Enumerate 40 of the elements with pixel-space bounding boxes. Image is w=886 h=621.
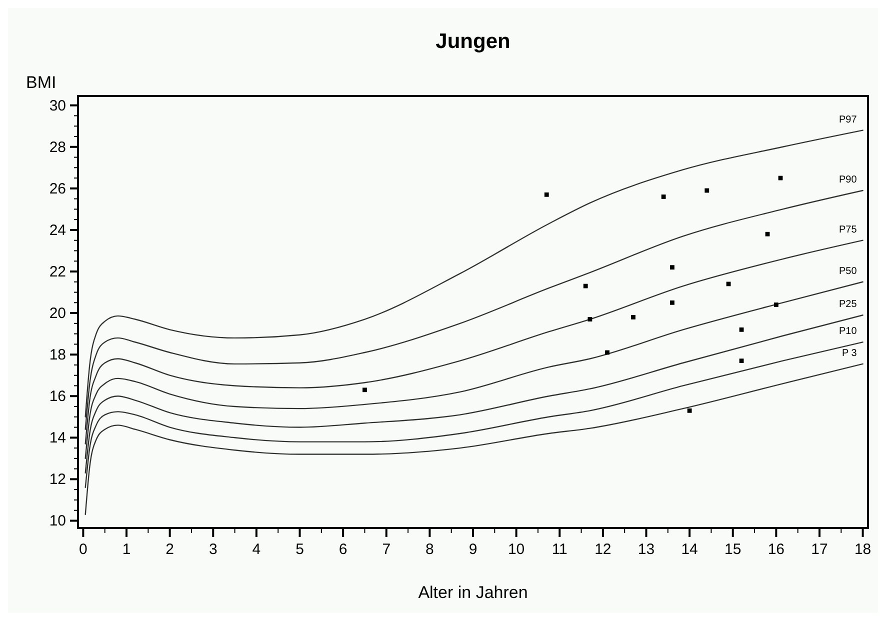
x-tick-label: 17 <box>811 541 828 558</box>
x-axis-title: Alter in Jahren <box>418 583 528 602</box>
x-tick-label: 6 <box>338 541 348 558</box>
y-tick-label: 28 <box>49 138 66 156</box>
chart-title: Jungen <box>436 30 510 53</box>
series-label: P25 <box>839 299 858 310</box>
y-tick-label: 12 <box>49 471 66 488</box>
x-tick-label: 13 <box>638 541 655 558</box>
series-label: P50 <box>839 266 858 277</box>
x-tick-label: 11 <box>552 541 568 558</box>
x-tick-label: 3 <box>208 541 218 558</box>
x-tick-label: 2 <box>166 541 174 558</box>
y-axis-title: BMI <box>26 73 56 92</box>
y-tick-label: 26 <box>49 180 66 198</box>
series-label: P 3 <box>842 348 858 359</box>
x-tick-label: 8 <box>426 541 434 558</box>
x-tick-label: 0 <box>79 541 88 558</box>
y-tick-label: 20 <box>49 305 66 322</box>
x-tick-label: 15 <box>724 541 742 558</box>
series-label: P75 <box>839 224 858 236</box>
y-tick-label: 14 <box>49 430 66 447</box>
x-tick-label: 5 <box>296 541 304 558</box>
series-label: P10 <box>839 326 858 338</box>
x-tick-label: 12 <box>594 541 612 558</box>
x-tick-label: 18 <box>854 541 872 558</box>
x-tick-label: 4 <box>252 541 261 558</box>
series-label: P90 <box>839 174 858 186</box>
x-tick-label: 16 <box>768 541 785 558</box>
x-tick-label: 14 <box>681 541 698 558</box>
y-tick-label: 24 <box>49 222 66 239</box>
x-tick-label: 9 <box>468 541 478 558</box>
x-tick-label: 1 <box>122 541 131 558</box>
x-tick-label: 7 <box>382 541 391 558</box>
series-label: P97 <box>839 114 858 126</box>
y-tick-label: 18 <box>49 346 66 364</box>
y-tick-label: 30 <box>49 97 66 114</box>
y-tick-label: 16 <box>49 388 66 406</box>
y-tick-label: 22 <box>49 264 66 280</box>
x-tick-label: 10 <box>508 541 525 558</box>
y-tick-label: 10 <box>49 512 66 530</box>
